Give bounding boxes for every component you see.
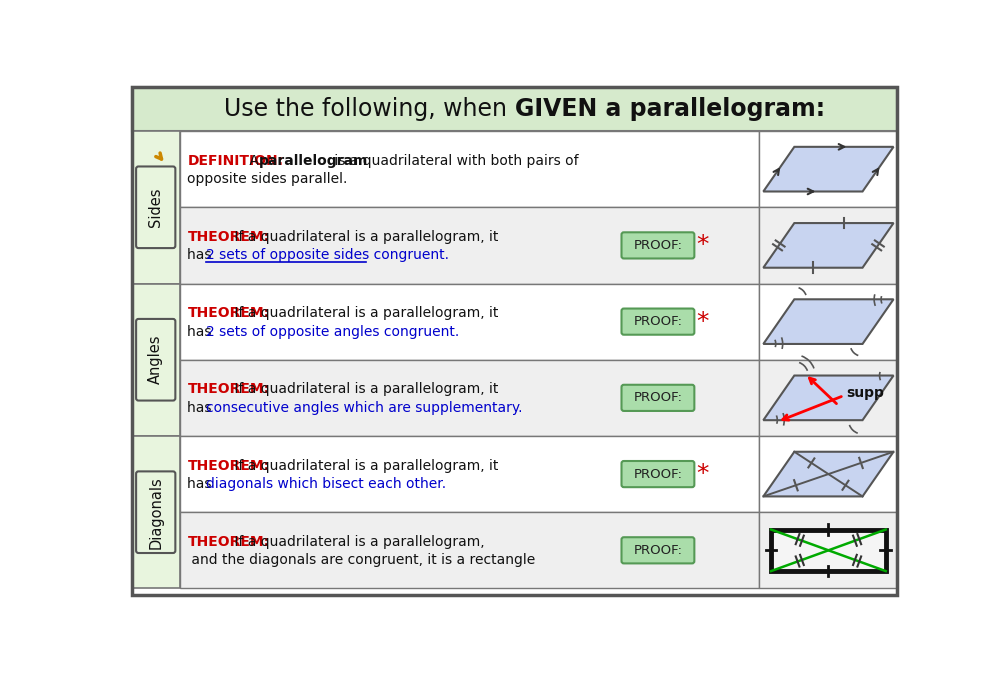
Text: has: has	[188, 401, 217, 415]
Text: THEOREM:: THEOREM:	[188, 458, 270, 472]
Polygon shape	[762, 299, 893, 344]
Text: Sides: Sides	[148, 188, 163, 227]
Text: If a quadrilateral is a parallelogram, it: If a quadrilateral is a parallelogram, i…	[230, 382, 497, 396]
Bar	[758, 512, 897, 589]
Bar	[180, 207, 758, 284]
Text: If a quadrilateral is a parallelogram, it: If a quadrilateral is a parallelogram, i…	[230, 230, 497, 244]
Text: If a quadrilateral is a parallelogram, it: If a quadrilateral is a parallelogram, i…	[230, 306, 497, 320]
Text: THEOREM:: THEOREM:	[188, 306, 270, 320]
Bar	[758, 207, 897, 284]
FancyBboxPatch shape	[621, 308, 694, 335]
Text: 2 sets of opposite angles congruent.: 2 sets of opposite angles congruent.	[206, 325, 458, 339]
FancyBboxPatch shape	[136, 319, 176, 400]
Text: GIVEN a parallelogram:: GIVEN a parallelogram:	[515, 97, 823, 121]
Text: supp: supp	[846, 386, 884, 400]
Text: THEOREM:: THEOREM:	[188, 535, 270, 549]
Polygon shape	[762, 223, 893, 268]
Text: *: *	[695, 462, 707, 486]
FancyBboxPatch shape	[621, 537, 694, 564]
Text: If a quadrilateral is a parallelogram,: If a quadrilateral is a parallelogram,	[230, 535, 483, 549]
Bar	[770, 529, 885, 571]
Text: has: has	[188, 325, 217, 339]
Polygon shape	[762, 452, 893, 496]
Text: consecutive angles which are supplementary.: consecutive angles which are supplementa…	[206, 401, 522, 415]
Bar	[131, 87, 897, 131]
Bar	[180, 360, 758, 436]
Bar	[758, 284, 897, 360]
Text: Angles: Angles	[148, 335, 163, 385]
Text: PROOF:: PROOF:	[633, 392, 682, 404]
Text: PROOF:: PROOF:	[633, 468, 682, 481]
Text: diagonals which bisect each other.: diagonals which bisect each other.	[206, 477, 445, 491]
Bar	[131, 284, 180, 436]
Bar	[131, 131, 180, 284]
Text: *: *	[695, 310, 707, 333]
Bar	[758, 360, 897, 436]
Polygon shape	[762, 375, 893, 420]
Text: PROOF:: PROOF:	[633, 544, 682, 557]
Text: THEOREM:: THEOREM:	[188, 382, 270, 396]
Text: If a quadrilateral is a parallelogram, it: If a quadrilateral is a parallelogram, i…	[230, 458, 497, 472]
Text: A: A	[245, 154, 264, 167]
Bar	[180, 436, 758, 512]
Bar	[180, 131, 758, 207]
Bar	[758, 131, 897, 207]
Text: parallelogram: parallelogram	[259, 154, 368, 167]
Text: THEOREM:: THEOREM:	[188, 230, 270, 244]
Bar	[131, 436, 180, 589]
Text: 2 sets of opposite sides congruent.: 2 sets of opposite sides congruent.	[206, 248, 448, 263]
Bar	[180, 284, 758, 360]
FancyBboxPatch shape	[136, 167, 176, 248]
Text: DEFINITION:: DEFINITION:	[188, 154, 283, 167]
FancyBboxPatch shape	[621, 232, 694, 259]
Text: Use the following, when: Use the following, when	[224, 97, 515, 121]
Text: is a quadrilateral with both pairs of: is a quadrilateral with both pairs of	[330, 154, 578, 167]
Text: PROOF:: PROOF:	[633, 239, 682, 252]
FancyBboxPatch shape	[621, 385, 694, 411]
Text: *: *	[695, 234, 707, 257]
Polygon shape	[762, 147, 893, 192]
Text: and the diagonals are congruent, it is a rectangle: and the diagonals are congruent, it is a…	[188, 554, 536, 567]
Bar	[180, 512, 758, 589]
Text: opposite sides parallel.: opposite sides parallel.	[188, 172, 347, 186]
FancyBboxPatch shape	[621, 461, 694, 487]
Bar	[758, 436, 897, 512]
FancyBboxPatch shape	[136, 471, 176, 553]
Text: has: has	[188, 248, 217, 263]
Text: has: has	[188, 477, 217, 491]
Text: PROOF:: PROOF:	[633, 315, 682, 328]
Text: Diagonals: Diagonals	[148, 476, 163, 549]
